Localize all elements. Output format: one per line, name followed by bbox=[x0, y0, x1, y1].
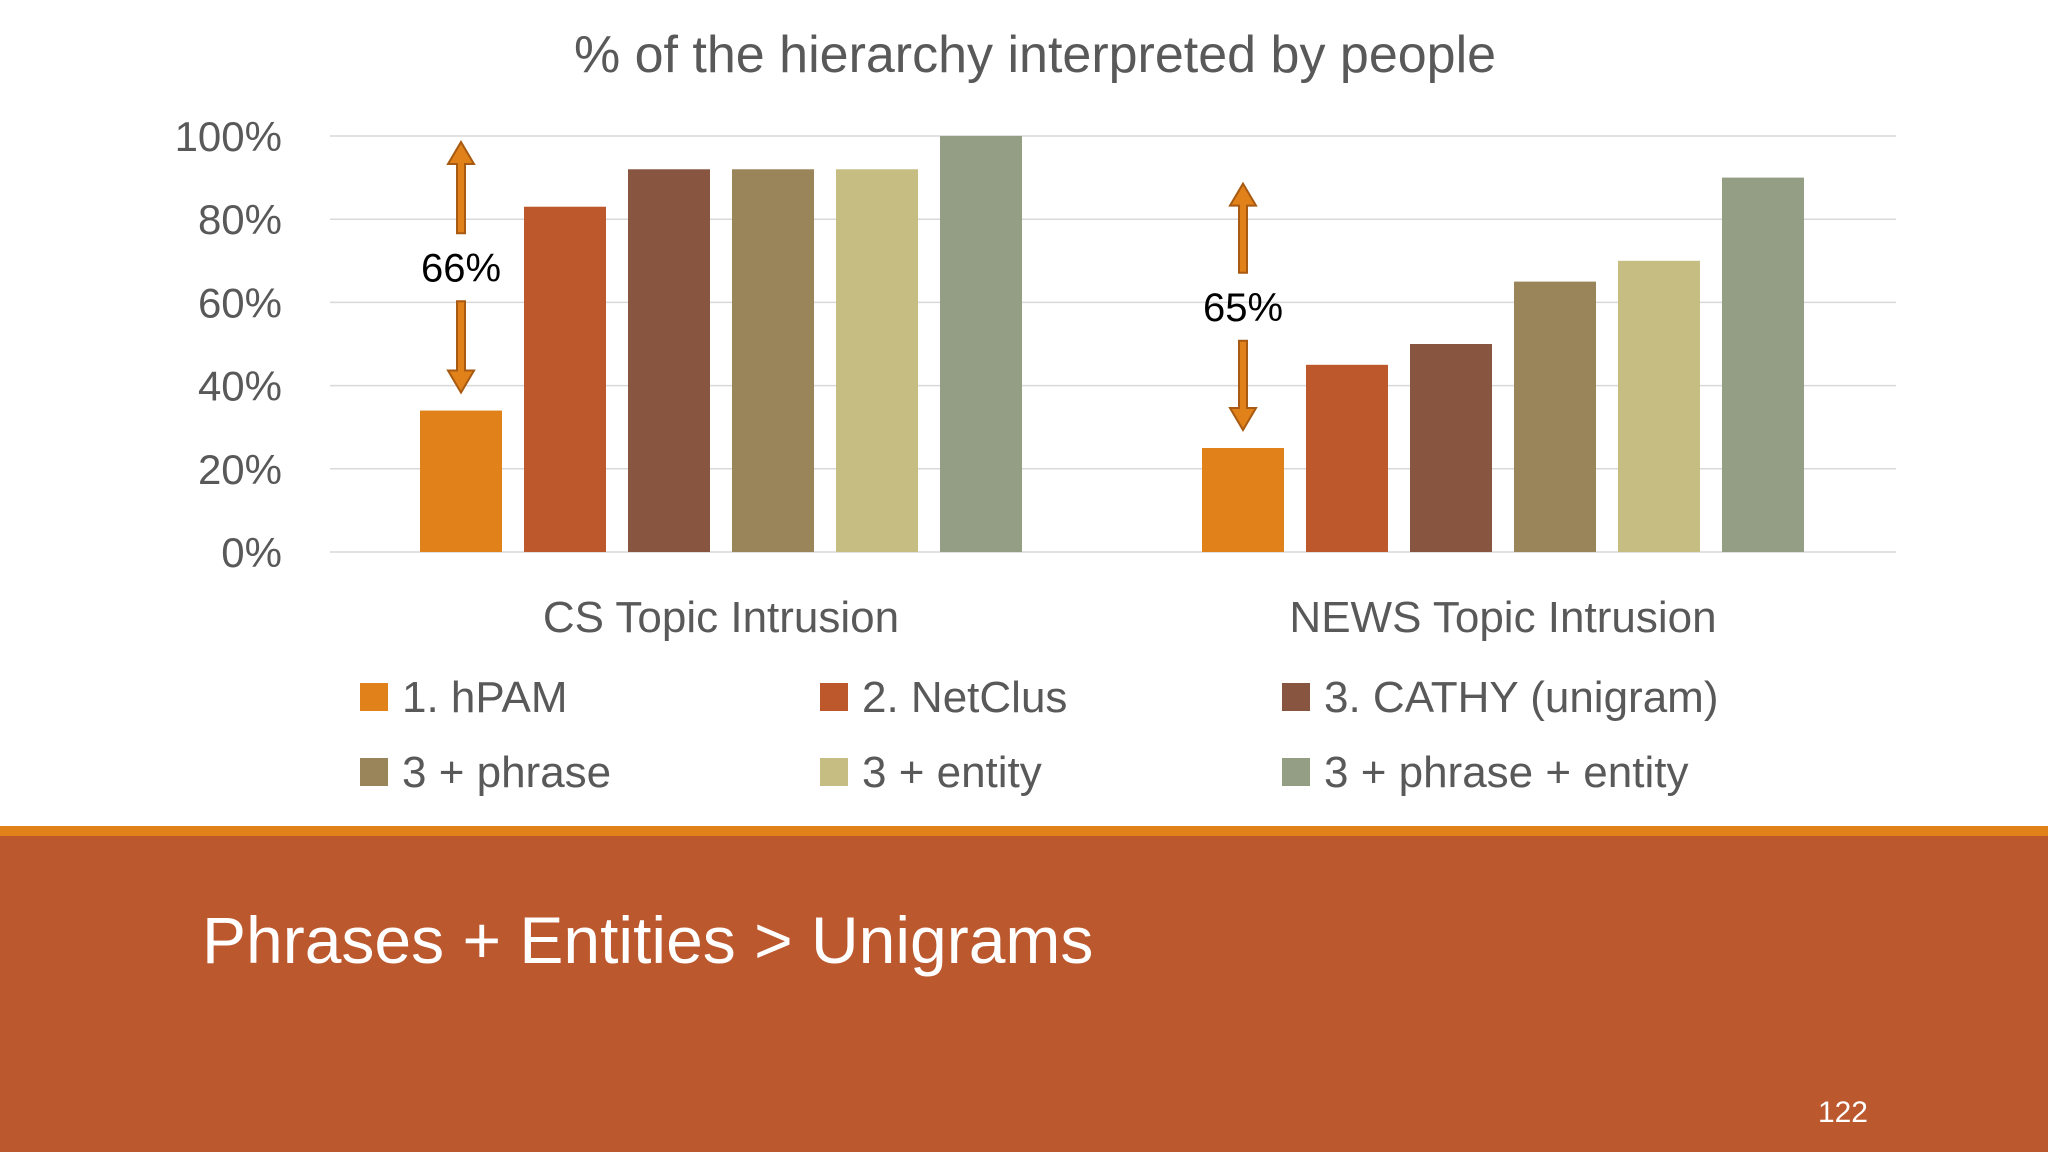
annotations-layer: 66% 65% bbox=[421, 140, 1283, 432]
legend-label: 3 + phrase + entity bbox=[1324, 748, 1688, 797]
chart-area: 0% 20% 40% 60% 80% 100% 66% 65% CS Topic Intru… bbox=[174, 26, 1896, 797]
footer-band bbox=[0, 836, 2048, 1152]
bar bbox=[628, 169, 710, 552]
bar bbox=[940, 136, 1022, 552]
legend-item: 3. CATHY (unigram) bbox=[1282, 673, 1718, 722]
bar bbox=[524, 206, 606, 552]
arrow-down-shape bbox=[1228, 339, 1258, 432]
legend-label: 1. hPAM bbox=[402, 673, 567, 722]
legend-item: 3 + phrase bbox=[360, 748, 611, 797]
slide-number: 122 bbox=[1817, 1096, 1868, 1129]
legend-swatch bbox=[820, 758, 848, 786]
bar bbox=[420, 410, 502, 552]
range-arrow: 66% bbox=[421, 140, 501, 395]
x-category-label: NEWS Topic Intrusion bbox=[1289, 593, 1716, 642]
slide-heading: Phrases + Entities > Unigrams bbox=[202, 903, 1094, 977]
y-axis-ticks: 0% 20% 40% 60% 80% 100% bbox=[175, 113, 282, 576]
y-tick-label: 40% bbox=[198, 363, 282, 410]
legend-label: 3. CATHY (unigram) bbox=[1324, 673, 1718, 722]
bar bbox=[1722, 177, 1804, 552]
legend-swatch bbox=[1282, 683, 1310, 711]
legend: 1. hPAM 2. NetClus 3. CATHY (unigram) 3 + p… bbox=[360, 673, 1718, 797]
range-arrow: 65% bbox=[1203, 181, 1283, 432]
bar bbox=[1410, 344, 1492, 552]
y-tick-label: 100% bbox=[175, 113, 282, 160]
x-category-label: CS Topic Intrusion bbox=[543, 593, 899, 642]
bar-chart: 0% 20% 40% 60% 80% 100% 66% 65% CS Topic Intru… bbox=[175, 26, 1896, 797]
x-axis-categories: CS Topic Intrusion NEWS Topic Intrusion bbox=[543, 593, 1717, 642]
legend-swatch bbox=[360, 758, 388, 786]
legend-item: 3 + entity bbox=[820, 748, 1042, 797]
chart-title: % of the hierarchy interpreted by people bbox=[574, 26, 1496, 84]
legend-label: 3 + phrase bbox=[402, 748, 611, 797]
arrow-down-shape bbox=[446, 300, 476, 395]
bar bbox=[1202, 448, 1284, 552]
legend-swatch bbox=[360, 683, 388, 711]
legend-item: 3 + phrase + entity bbox=[1282, 748, 1688, 797]
y-tick-label: 60% bbox=[198, 279, 282, 326]
legend-item: 2. NetClus bbox=[820, 673, 1067, 722]
legend-swatch bbox=[820, 683, 848, 711]
legend-item: 1. hPAM bbox=[360, 673, 567, 722]
annotation-label: 65% bbox=[1203, 286, 1283, 330]
y-tick-label: 20% bbox=[198, 446, 282, 493]
bar bbox=[1514, 281, 1596, 552]
y-tick-label: 80% bbox=[198, 196, 282, 243]
legend-label: 3 + entity bbox=[862, 748, 1042, 797]
legend-label: 2. NetClus bbox=[862, 673, 1067, 722]
arrow-up-shape bbox=[1228, 181, 1258, 274]
bar bbox=[836, 169, 918, 552]
accent-line bbox=[0, 826, 2048, 836]
bar bbox=[1306, 364, 1388, 552]
bar bbox=[1618, 260, 1700, 552]
legend-swatch bbox=[1282, 758, 1310, 786]
y-tick-label: 0% bbox=[221, 529, 282, 576]
arrow-up-shape bbox=[446, 140, 476, 235]
bars-layer bbox=[420, 136, 1804, 552]
bar bbox=[732, 169, 814, 552]
annotation-label: 66% bbox=[421, 246, 501, 290]
